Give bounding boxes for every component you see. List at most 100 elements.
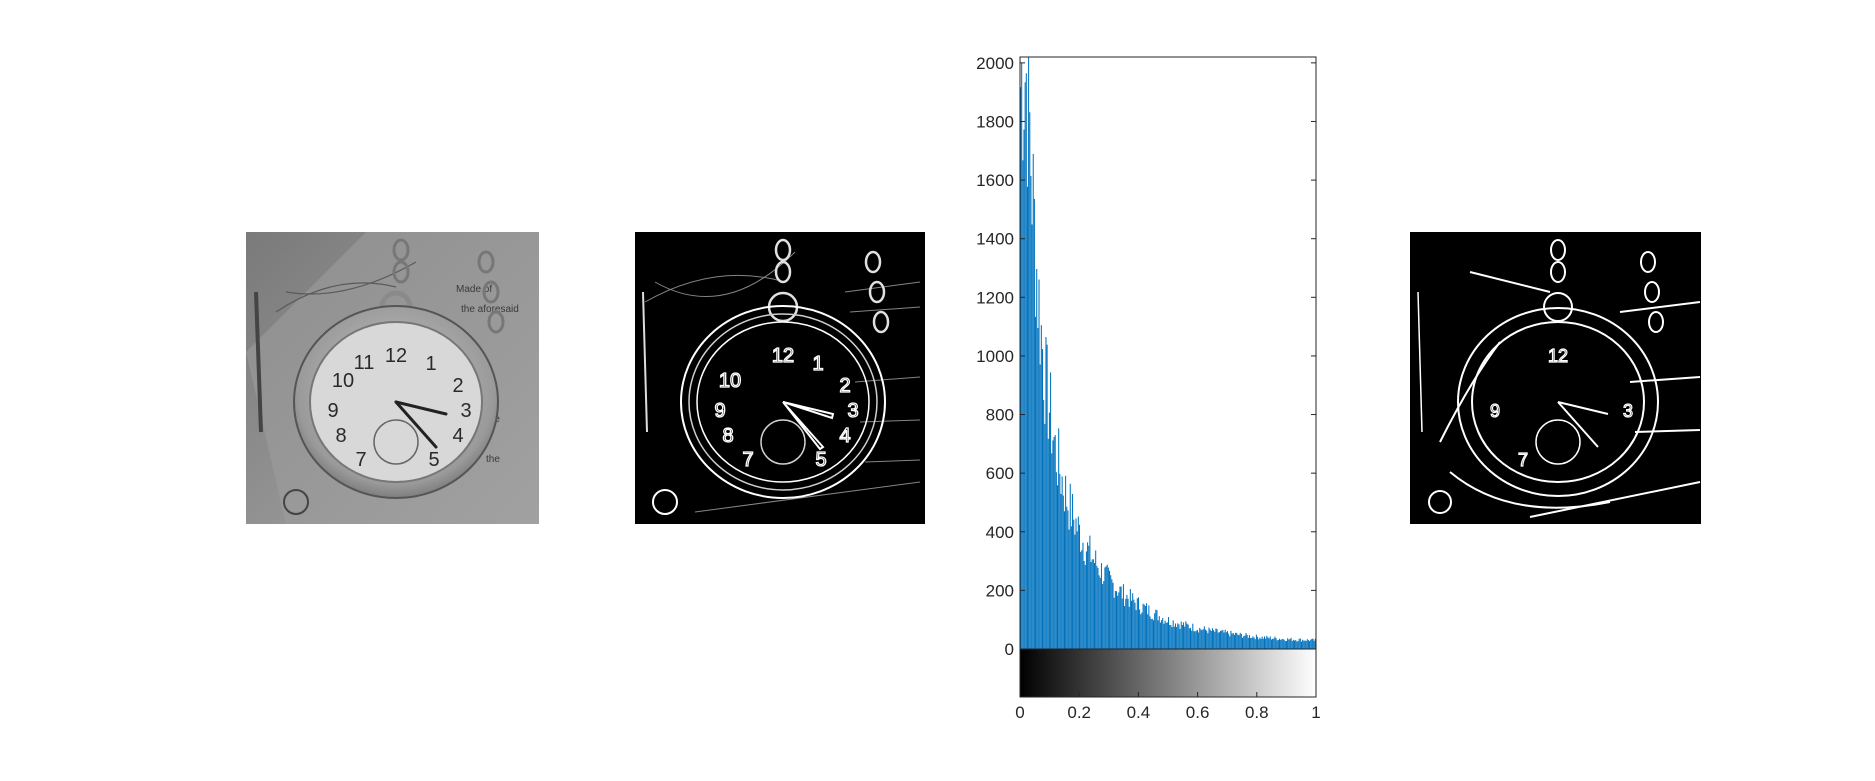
histogram-bar bbox=[1246, 634, 1248, 649]
histogram-bar bbox=[1155, 609, 1157, 649]
histogram-bar bbox=[1057, 485, 1059, 649]
histogram-bar bbox=[1110, 575, 1112, 649]
histogram-bar bbox=[1239, 632, 1241, 649]
histogram-bar bbox=[1213, 630, 1215, 649]
histogram-bar bbox=[1206, 630, 1208, 649]
histogram-bar bbox=[1119, 586, 1121, 649]
histogram-bar bbox=[1142, 603, 1144, 649]
histogram-bar bbox=[1248, 635, 1250, 649]
histogram-bar bbox=[1185, 621, 1187, 649]
svg-text:Made of: Made of bbox=[456, 284, 492, 295]
histogram-bar bbox=[1205, 629, 1207, 649]
histogram-bar bbox=[1136, 598, 1138, 649]
histogram-bar bbox=[1277, 640, 1279, 649]
histogram-bar bbox=[1134, 602, 1136, 649]
histogram-bar bbox=[1280, 639, 1282, 649]
histogram-bar bbox=[1030, 175, 1032, 650]
histogram-bar bbox=[1095, 550, 1097, 649]
svg-text:1: 1 bbox=[812, 353, 823, 375]
histogram-bar bbox=[1263, 636, 1266, 649]
y-tick-label: 2000 bbox=[976, 54, 1014, 73]
histogram-bar bbox=[1038, 279, 1040, 649]
histogram-bar bbox=[1121, 598, 1123, 649]
histogram-bar bbox=[1259, 637, 1261, 649]
histogram-bar bbox=[1303, 640, 1305, 649]
histogram-bar bbox=[1157, 620, 1159, 649]
svg-text:12: 12 bbox=[772, 345, 794, 367]
histogram-bar bbox=[1067, 510, 1069, 649]
histogram-bar bbox=[1127, 598, 1129, 649]
histogram-bar bbox=[1133, 599, 1135, 649]
histogram-bar bbox=[1300, 641, 1303, 649]
histogram-bar bbox=[1276, 640, 1278, 649]
histogram-bar bbox=[1077, 516, 1079, 649]
histogram-bar bbox=[1103, 581, 1105, 649]
svg-text:7: 7 bbox=[1518, 450, 1528, 470]
histogram-bar bbox=[1105, 566, 1107, 649]
histogram-bar bbox=[1176, 626, 1178, 649]
histogram-bar bbox=[1039, 364, 1041, 649]
histogram-bar bbox=[1022, 160, 1024, 650]
histogram-bar bbox=[1125, 598, 1127, 649]
histogram-bar bbox=[1236, 632, 1238, 649]
histogram-bar bbox=[1148, 605, 1150, 649]
histogram-bar bbox=[1192, 623, 1194, 649]
histogram-bar bbox=[1158, 616, 1160, 649]
histogram-bar bbox=[1238, 635, 1240, 649]
histogram-bar bbox=[1270, 639, 1272, 649]
histogram-bar bbox=[1216, 629, 1218, 649]
binary-edge-image-art: 12 3 9 7 bbox=[1410, 232, 1701, 524]
histogram-bar bbox=[1171, 627, 1173, 649]
histogram-bar bbox=[1220, 630, 1222, 649]
histogram-bar bbox=[1252, 636, 1254, 649]
svg-text:9: 9 bbox=[327, 400, 338, 422]
histogram-bar bbox=[1066, 506, 1068, 649]
histogram-bar bbox=[1088, 545, 1090, 649]
histogram-bar bbox=[1075, 518, 1077, 649]
histogram-bar bbox=[1187, 624, 1189, 649]
grayscale-colorbar bbox=[1019, 648, 1317, 698]
histogram-bar bbox=[1036, 269, 1038, 649]
original-image: Made of the aforesaid Ma To e the 12 1 2… bbox=[246, 232, 539, 524]
histogram-bar bbox=[1296, 641, 1298, 649]
histogram-bar bbox=[1291, 641, 1293, 649]
histogram-bar bbox=[1189, 627, 1192, 649]
histogram-bar bbox=[1307, 640, 1309, 649]
histogram-bar bbox=[1097, 567, 1099, 649]
histogram-bar bbox=[1118, 592, 1120, 649]
histogram-bar bbox=[1058, 428, 1060, 649]
histogram-bar bbox=[1211, 628, 1213, 649]
histogram-bar bbox=[1169, 624, 1171, 649]
histogram-bar bbox=[1173, 626, 1175, 649]
histogram-bar bbox=[1124, 605, 1126, 649]
histogram-bars bbox=[1020, 57, 1316, 650]
svg-text:4: 4 bbox=[839, 425, 850, 447]
svg-text:9: 9 bbox=[1490, 401, 1500, 421]
histogram-bar bbox=[1113, 597, 1115, 649]
x-tick-label: 0.8 bbox=[1245, 703, 1269, 722]
histogram-bar bbox=[1304, 640, 1306, 649]
svg-text:12: 12 bbox=[385, 345, 407, 367]
histogram-bar bbox=[1191, 630, 1193, 649]
svg-text:7: 7 bbox=[355, 449, 366, 471]
histogram-bar bbox=[1292, 639, 1294, 649]
svg-text:5: 5 bbox=[815, 449, 826, 471]
histogram-bar bbox=[1203, 626, 1205, 649]
histogram-bar bbox=[1251, 637, 1253, 649]
histogram-bar bbox=[1262, 638, 1264, 649]
y-tick-label: 200 bbox=[986, 581, 1014, 600]
histogram-bar bbox=[1268, 638, 1270, 649]
histogram-bar bbox=[1029, 112, 1031, 650]
histogram-bar bbox=[1224, 629, 1226, 649]
histogram-bar bbox=[1273, 638, 1275, 649]
histogram-bar bbox=[1162, 617, 1164, 649]
histogram-bar bbox=[1081, 550, 1083, 649]
y-tick-label: 1400 bbox=[976, 230, 1014, 249]
histogram-bar bbox=[1060, 493, 1062, 649]
histogram-bar bbox=[1181, 624, 1183, 649]
y-tick-label: 1600 bbox=[976, 171, 1014, 190]
histogram-bar bbox=[1159, 622, 1161, 649]
histogram-bar bbox=[1032, 153, 1034, 649]
y-tick-label: 600 bbox=[986, 464, 1014, 483]
histogram-bar bbox=[1281, 639, 1283, 649]
